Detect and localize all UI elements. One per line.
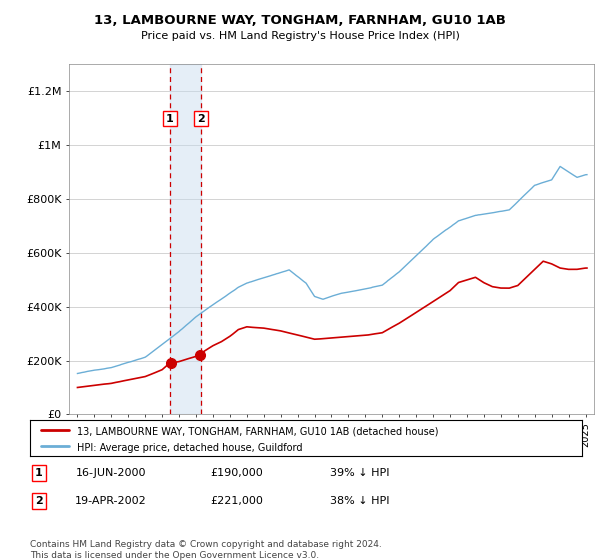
Bar [170, 64, 201, 414]
Text: HPI: Average price, detached house, Guildford: HPI: Average price, detached house, Guil… [77, 443, 302, 453]
Text: 13, LAMBOURNE WAY, TONGHAM, FARNHAM, GU10 1AB (detached house): 13, LAMBOURNE WAY, TONGHAM, FARNHAM, GU1… [77, 427, 439, 437]
Text: Contains HM Land Registry data © Crown copyright and database right 2024.
This d: Contains HM Land Registry data © Crown c… [30, 540, 382, 560]
Text: 19-APR-2002: 19-APR-2002 [75, 496, 147, 506]
Text: Price paid vs. HM Land Registry's House Price Index (HPI): Price paid vs. HM Land Registry's House … [140, 31, 460, 41]
Text: 16-JUN-2000: 16-JUN-2000 [76, 468, 146, 478]
Text: 38% ↓ HPI: 38% ↓ HPI [330, 496, 390, 506]
Text: 2: 2 [35, 496, 43, 506]
Text: 39% ↓ HPI: 39% ↓ HPI [330, 468, 390, 478]
Text: 2: 2 [197, 114, 205, 124]
Text: 1: 1 [35, 468, 43, 478]
Text: £221,000: £221,000 [211, 496, 263, 506]
Text: 1: 1 [166, 114, 174, 124]
Text: £190,000: £190,000 [211, 468, 263, 478]
Text: 13, LAMBOURNE WAY, TONGHAM, FARNHAM, GU10 1AB: 13, LAMBOURNE WAY, TONGHAM, FARNHAM, GU1… [94, 14, 506, 27]
